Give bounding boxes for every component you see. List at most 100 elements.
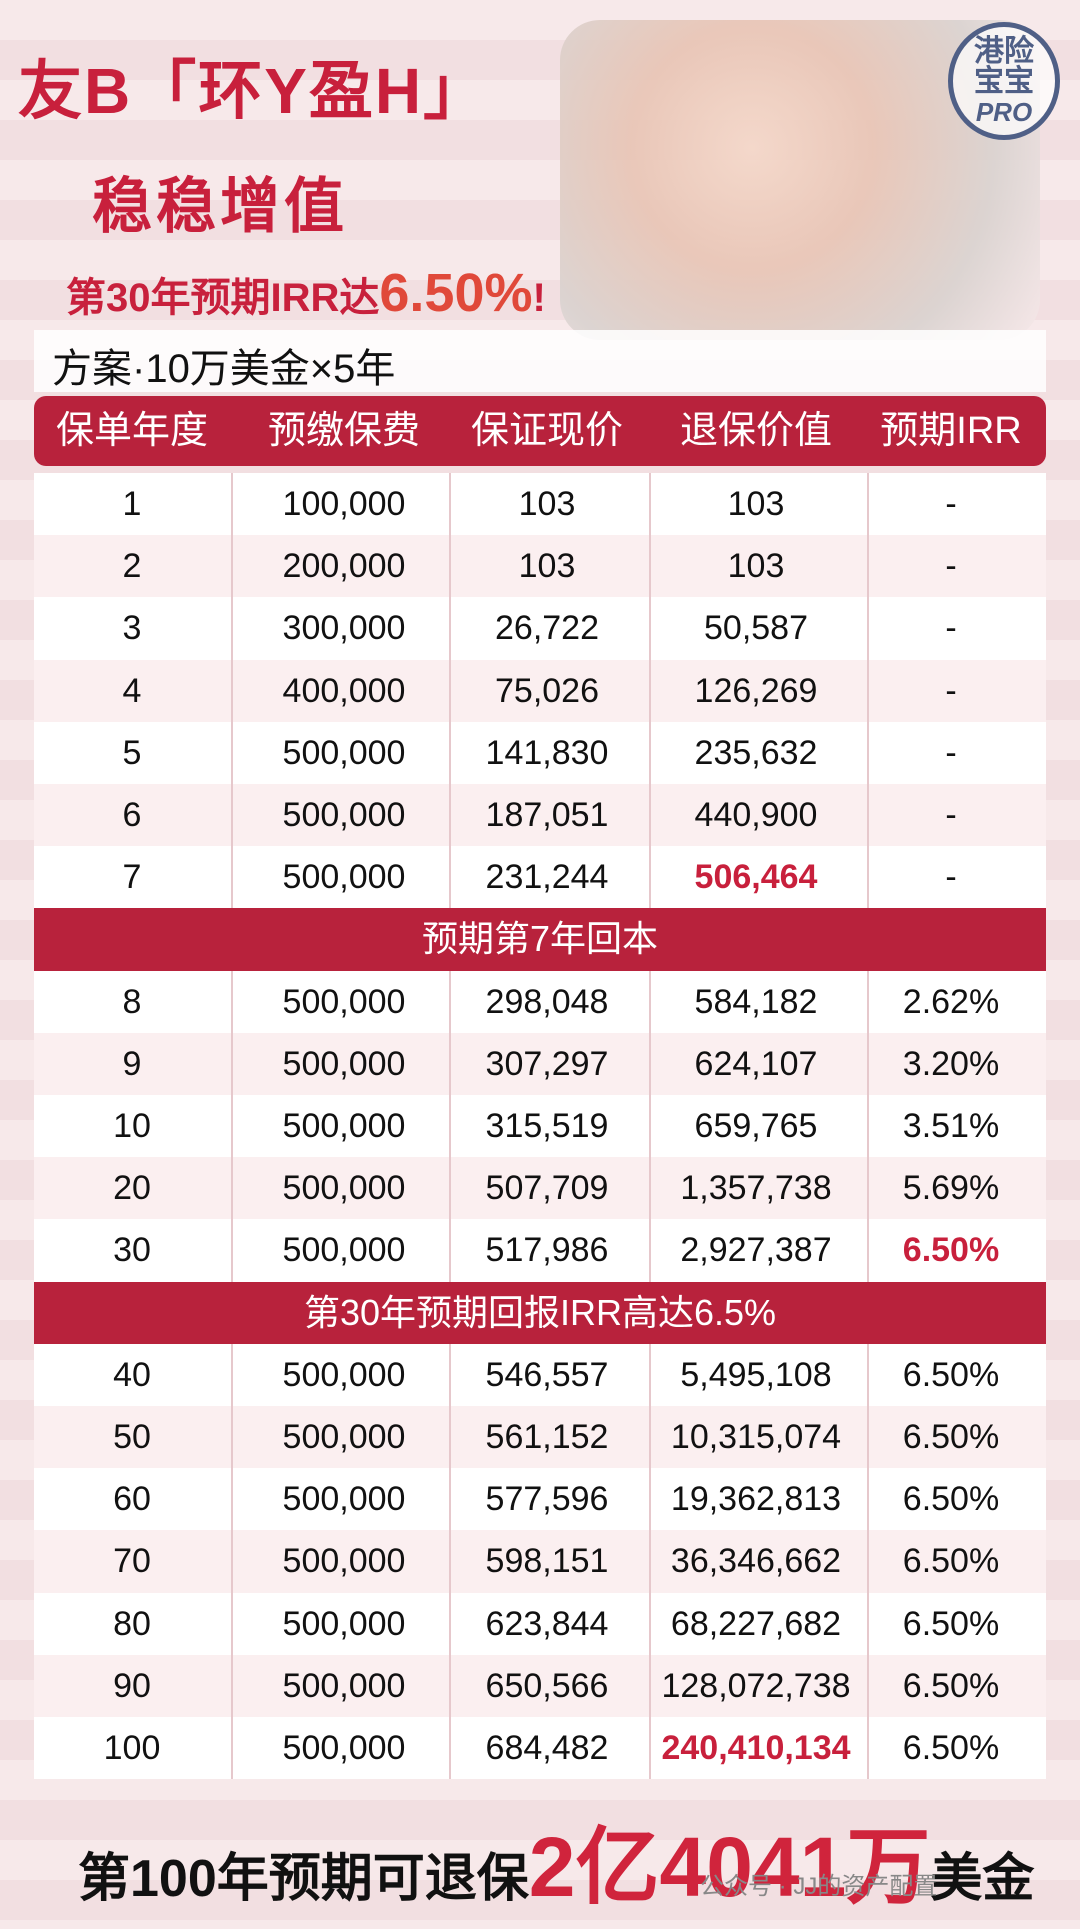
table-row: 50 500,000 561,152 10,315,074 6.50% [34, 1406, 1046, 1469]
column-separator [231, 659, 233, 722]
column-separator [867, 659, 869, 722]
column-separator [449, 1530, 451, 1593]
table-cell: 6.50% [902, 1729, 1000, 1767]
column-separator [867, 1157, 869, 1220]
table-cell: 500,000 [282, 1604, 406, 1643]
column-separator [867, 597, 869, 660]
column-separator [231, 473, 233, 536]
table-cell: 5,495,108 [680, 1355, 832, 1394]
table-cell: 200,000 [282, 547, 406, 586]
table-cell: 500,000 [282, 982, 406, 1021]
table-row: 2 200,000 103 103 - [34, 535, 1046, 598]
table-cell: 141,830 [485, 733, 609, 772]
table-cell: 659,765 [694, 1107, 818, 1145]
table-row: 7 500,000 231,244 506,464 - [34, 846, 1046, 909]
logo-line: 港险 [974, 35, 1034, 68]
table-cell: 2 [122, 547, 142, 586]
table-cell: 300,000 [282, 609, 406, 648]
table-cell: - [945, 733, 957, 772]
table-cell: 6.50% [902, 1542, 1000, 1581]
column-separator [449, 970, 451, 1033]
table-cell: 623,844 [485, 1604, 609, 1643]
table-cell: 440,900 [694, 796, 818, 834]
table-header: 保单年度 预缴保费 保证现价 退保价值 预期IRR [34, 396, 1046, 466]
column-separator [649, 970, 651, 1033]
table-cell: 19,362,813 [670, 1480, 842, 1519]
table-row: 90 500,000 650,566 128,072,738 6.50% [34, 1654, 1046, 1717]
table-cell: 500,000 [282, 733, 406, 772]
column-separator [649, 1406, 651, 1469]
highlight-text: 第30年预期IRR达 [66, 276, 380, 320]
table-row: 4 400,000 75,026 126,269 - [34, 659, 1046, 722]
table-cell: 6.50% [902, 1355, 1000, 1394]
footer-amount: 2亿4041万 [528, 1820, 931, 1914]
table-cell: 577,596 [485, 1480, 609, 1519]
table-cell: 500,000 [282, 1666, 406, 1705]
logo: 港险 宝宝 PRO [948, 22, 1060, 140]
table-cell: 240,410,134 [661, 1729, 851, 1767]
table-cell: 5.69% [902, 1169, 1000, 1208]
column-separator [449, 1717, 451, 1780]
column-separator [649, 597, 651, 660]
column-separator [449, 1406, 451, 1469]
table-cell: 500,000 [282, 1480, 406, 1519]
column-separator [649, 1157, 651, 1220]
table-cell: 75,026 [495, 671, 599, 710]
column-separator [867, 721, 869, 784]
column-header: 预期IRR [880, 410, 1022, 452]
table-cell: 507,709 [485, 1169, 609, 1208]
column-separator [649, 1717, 651, 1780]
table-row: 9 500,000 307,297 624,107 3.20% [34, 1032, 1046, 1095]
subtitle: 稳稳增值 [92, 173, 348, 240]
table-cell: 30 [113, 1231, 151, 1270]
table-cell: 6.50% [902, 1480, 1000, 1519]
column-separator [231, 1032, 233, 1095]
table-cell: - [945, 485, 957, 523]
table-cell: 80 [113, 1604, 151, 1643]
table-row: 30 500,000 517,986 2,927,387 6.50% [34, 1219, 1046, 1282]
column-separator [649, 1654, 651, 1717]
column-separator [867, 1592, 869, 1655]
column-separator [649, 721, 651, 784]
column-separator [449, 784, 451, 847]
column-separator [231, 1468, 233, 1531]
table-cell: 8 [122, 982, 142, 1021]
table-cell: 500,000 [282, 1418, 406, 1456]
column-separator [649, 1530, 651, 1593]
table-cell: 68,227,682 [670, 1604, 842, 1643]
table-cell: 315,519 [485, 1107, 609, 1145]
table-cell: 684,482 [485, 1729, 609, 1767]
column-separator [867, 1654, 869, 1717]
column-separator [231, 1592, 233, 1655]
table-cell: 598,151 [485, 1542, 609, 1581]
table-cell: 187,051 [485, 796, 609, 834]
column-separator [449, 1095, 451, 1158]
table-cell: 3.20% [902, 1044, 1000, 1083]
table-row: 10 500,000 315,519 659,765 3.51% [34, 1095, 1046, 1158]
column-separator [449, 535, 451, 598]
column-separator [449, 473, 451, 536]
column-separator [649, 1592, 651, 1655]
column-separator [649, 846, 651, 909]
table-row: 3 300,000 26,722 50,587 - [34, 597, 1046, 660]
table-cell: - [945, 796, 957, 834]
logo-line: 宝宝 [974, 65, 1034, 98]
table-cell: 500,000 [282, 1044, 406, 1083]
column-separator [649, 1032, 651, 1095]
table-cell: 3.51% [902, 1107, 1000, 1145]
table-cell: - [945, 858, 957, 897]
table-cell: 10 [113, 1107, 151, 1145]
column-separator [867, 1530, 869, 1593]
table-row: 20 500,000 507,709 1,357,738 5.69% [34, 1157, 1046, 1220]
table-cell: 6.50% [902, 1231, 1000, 1270]
column-separator [231, 721, 233, 784]
table-row: 8 500,000 298,048 584,182 2.62% [34, 970, 1046, 1033]
table-cell: 103 [518, 485, 576, 523]
table-cell: 50 [113, 1418, 151, 1456]
column-separator [449, 1592, 451, 1655]
column-separator [867, 1095, 869, 1158]
column-separator [867, 1032, 869, 1095]
watermark: 公众号 · JJ的资产配置 [700, 1873, 938, 1900]
column-separator [867, 1406, 869, 1469]
table-cell: 500,000 [282, 796, 406, 834]
